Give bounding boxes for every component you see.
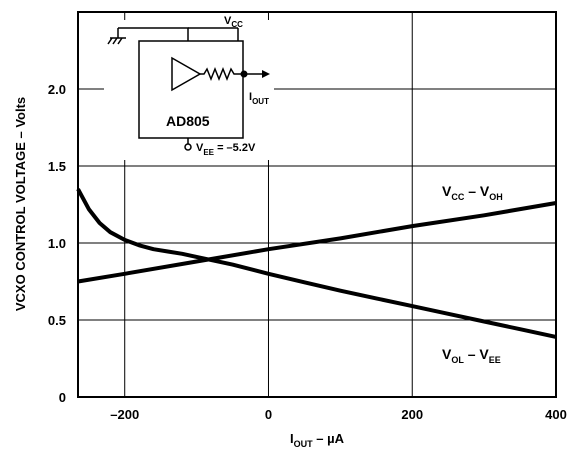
- ground-icon: [107, 28, 126, 45]
- ad805-chip: [138, 40, 244, 139]
- series-lines: [76, 188, 557, 339]
- plot-frame: [77, 11, 557, 398]
- tick-labels: –200 0 200 400 0 0.5 1.0 1.5 2.0: [48, 82, 567, 422]
- series-line-vol-vee: [76, 188, 557, 339]
- series-line-vcc-voh: [77, 201, 557, 284]
- y-tick-label: 0.5: [48, 313, 66, 328]
- vee-terminal-icon: [184, 143, 192, 151]
- x-tick-label: 200: [401, 407, 423, 422]
- y-tick-label: 1.0: [48, 236, 66, 251]
- output-arrow-icon: [262, 70, 270, 78]
- x-tick-label: –200: [110, 407, 139, 422]
- x-tick-label: 400: [545, 407, 567, 422]
- buffer-triangle-icon: [171, 56, 202, 92]
- vee-label: VEE = –5.2V: [196, 142, 256, 157]
- x-tick-label: 0: [265, 407, 272, 422]
- inset-background: [104, 20, 274, 160]
- series-label-vol-vee: VOL – VEE: [442, 346, 501, 365]
- y-tick-label: 1.5: [48, 159, 66, 174]
- x-axis-title: IOUT – µA: [290, 431, 345, 449]
- series-label-vcc-voh: VCC – VOH: [442, 183, 503, 202]
- resistor-icon: [200, 66, 244, 82]
- vcc-label: VCC: [224, 15, 243, 29]
- y-tick-label: 2.0: [48, 82, 66, 97]
- iout-label: IOUT: [249, 91, 269, 106]
- y-tick-label: 0: [59, 390, 66, 405]
- inset-circuit: VCC IOUT AD805 VEE = –5.2V: [104, 15, 274, 160]
- y-axis-title: VCXO CONTROL VOLTAGE – Volts: [13, 97, 28, 311]
- device-label: AD805: [166, 113, 210, 129]
